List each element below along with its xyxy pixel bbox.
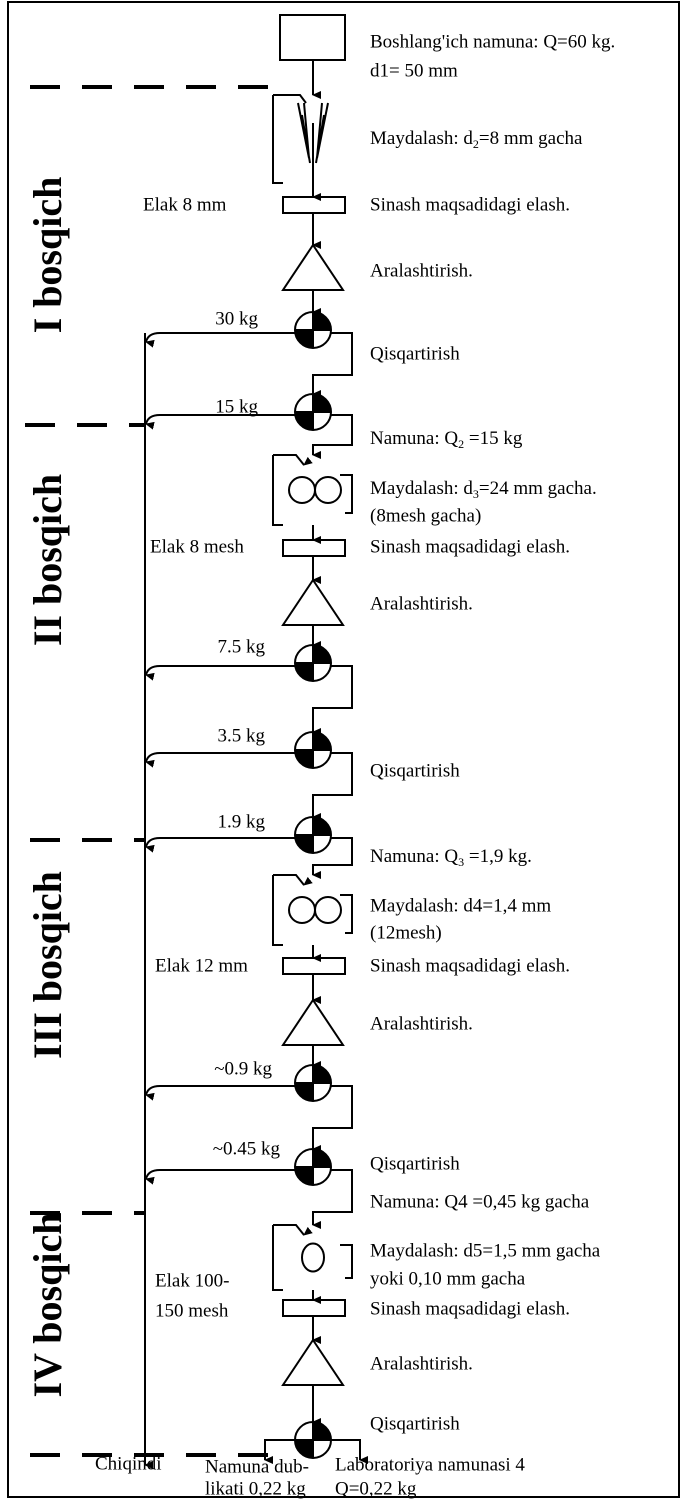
mixer xyxy=(281,998,345,1046)
label: Aralashtirish. xyxy=(370,260,473,281)
flow-line xyxy=(264,1439,295,1464)
divider-cross xyxy=(295,312,331,348)
flow-line xyxy=(145,752,295,768)
divider-cross xyxy=(295,1422,331,1458)
dashes xyxy=(25,85,290,1457)
label: Maydalash: d2=8 mm gacha xyxy=(370,128,583,150)
label: Elak 100- xyxy=(155,1270,229,1291)
flow-line xyxy=(312,332,353,398)
mass: 7.5 kg xyxy=(218,636,266,657)
flow-line xyxy=(272,875,283,946)
source-box xyxy=(279,14,346,61)
divider-cross xyxy=(295,645,331,681)
sieve xyxy=(282,1299,346,1317)
flow-line xyxy=(312,665,353,736)
roller xyxy=(314,896,342,924)
flow-line xyxy=(312,1085,353,1153)
mixer xyxy=(281,578,345,626)
label: Sinash maqsadidagi elash. xyxy=(370,955,570,976)
mass: 30 kg xyxy=(215,308,258,329)
label: Aralashtirish. xyxy=(370,593,473,614)
roller xyxy=(288,896,316,924)
label: Elak 8 mesh xyxy=(150,536,244,557)
flow-line xyxy=(273,94,307,104)
label: Sinash maqsadidagi elash. xyxy=(370,536,570,557)
label: d1= 50 mm xyxy=(370,60,458,81)
label: Qisqartirish xyxy=(370,343,460,364)
label: Aralashtirish. xyxy=(370,1353,473,1374)
label: Elak 12 mm xyxy=(155,955,248,976)
flow-line xyxy=(145,414,295,430)
label: Qisqartirish xyxy=(370,1413,460,1434)
flow-line xyxy=(340,894,353,934)
label: Qisqartirish xyxy=(370,760,460,781)
label: Maydalash: d4=1,4 mm xyxy=(370,895,551,916)
stage-label: II bosqich xyxy=(25,474,70,646)
mass: 15 kg xyxy=(215,396,258,417)
mixer xyxy=(281,243,345,291)
label: Sinash maqsadidagi elash. xyxy=(370,194,570,215)
label: Qisqartirish xyxy=(370,1153,460,1174)
flow-line xyxy=(340,474,353,514)
label: Maydalash: d3=24 mm gacha. xyxy=(370,478,597,500)
label: Elak 8 mm xyxy=(143,194,227,215)
flow-line xyxy=(145,1085,295,1101)
mass: 1.9 kg xyxy=(218,811,266,832)
mass: 3.5 kg xyxy=(218,725,266,746)
stage-label: IV bosqich xyxy=(25,1213,70,1398)
flow-line xyxy=(145,332,295,348)
label: Boshlang'ich namuna: Q=60 kg. xyxy=(370,31,615,52)
frame xyxy=(7,1,680,1498)
sieve xyxy=(282,196,346,214)
divider-cross xyxy=(295,732,331,768)
label: Aralashtirish. xyxy=(370,1013,473,1034)
flow-line xyxy=(312,837,353,879)
roller xyxy=(301,1242,325,1273)
label: yoki 0,10 mm gacha xyxy=(370,1268,526,1289)
label: Sinash maqsadidagi elash. xyxy=(370,1298,570,1319)
label: Maydalash: d5=1,5 mm gacha xyxy=(370,1240,601,1261)
flow-line xyxy=(312,1169,353,1229)
flow-line xyxy=(273,1224,313,1236)
flow-line xyxy=(312,752,353,821)
jaw-crusher xyxy=(297,102,329,164)
label: Namuna dub- xyxy=(205,1456,309,1477)
divider-cross xyxy=(295,1149,331,1185)
label: Q=0,22 kg xyxy=(335,1478,417,1499)
flow-line xyxy=(272,1225,283,1291)
flow-line xyxy=(145,665,295,681)
mixer xyxy=(281,1338,345,1386)
mass: ~0.9 kg xyxy=(214,1058,272,1079)
flow-line xyxy=(145,837,295,853)
flow-line xyxy=(273,874,313,886)
label: (12mesh) xyxy=(370,922,442,943)
flow-line xyxy=(273,454,313,466)
roller xyxy=(288,476,316,504)
sieve xyxy=(282,957,346,975)
flow-line xyxy=(145,1169,295,1185)
label: Namuna: Q4 =0,45 kg gacha xyxy=(370,1191,590,1212)
label: Chiqindi xyxy=(95,1453,162,1474)
flow xyxy=(144,14,368,1469)
flow-line xyxy=(272,455,283,526)
label: likati 0,22 kg xyxy=(205,1478,306,1499)
flow-line xyxy=(340,1244,353,1279)
mass: ~0.45 kg xyxy=(213,1138,281,1159)
flow-line xyxy=(312,414,353,459)
label: Namuna: Q2 =15 kg xyxy=(370,428,523,450)
divider-cross xyxy=(295,1065,331,1101)
label: (8mesh gacha) xyxy=(370,505,481,526)
label: Namuna: Q3 =1,9 kg. xyxy=(370,846,532,868)
stage-label: I bosqich xyxy=(25,177,70,334)
divider-cross xyxy=(295,817,331,853)
label: Laboratoriya namunasi 4 xyxy=(335,1454,525,1475)
flow-line xyxy=(272,95,283,184)
stage-label: III bosqich xyxy=(25,871,70,1059)
sieve xyxy=(282,539,346,557)
flow-line xyxy=(331,1439,368,1464)
label: 150 mesh xyxy=(155,1300,229,1321)
roller xyxy=(314,476,342,504)
divider-cross xyxy=(295,394,331,430)
